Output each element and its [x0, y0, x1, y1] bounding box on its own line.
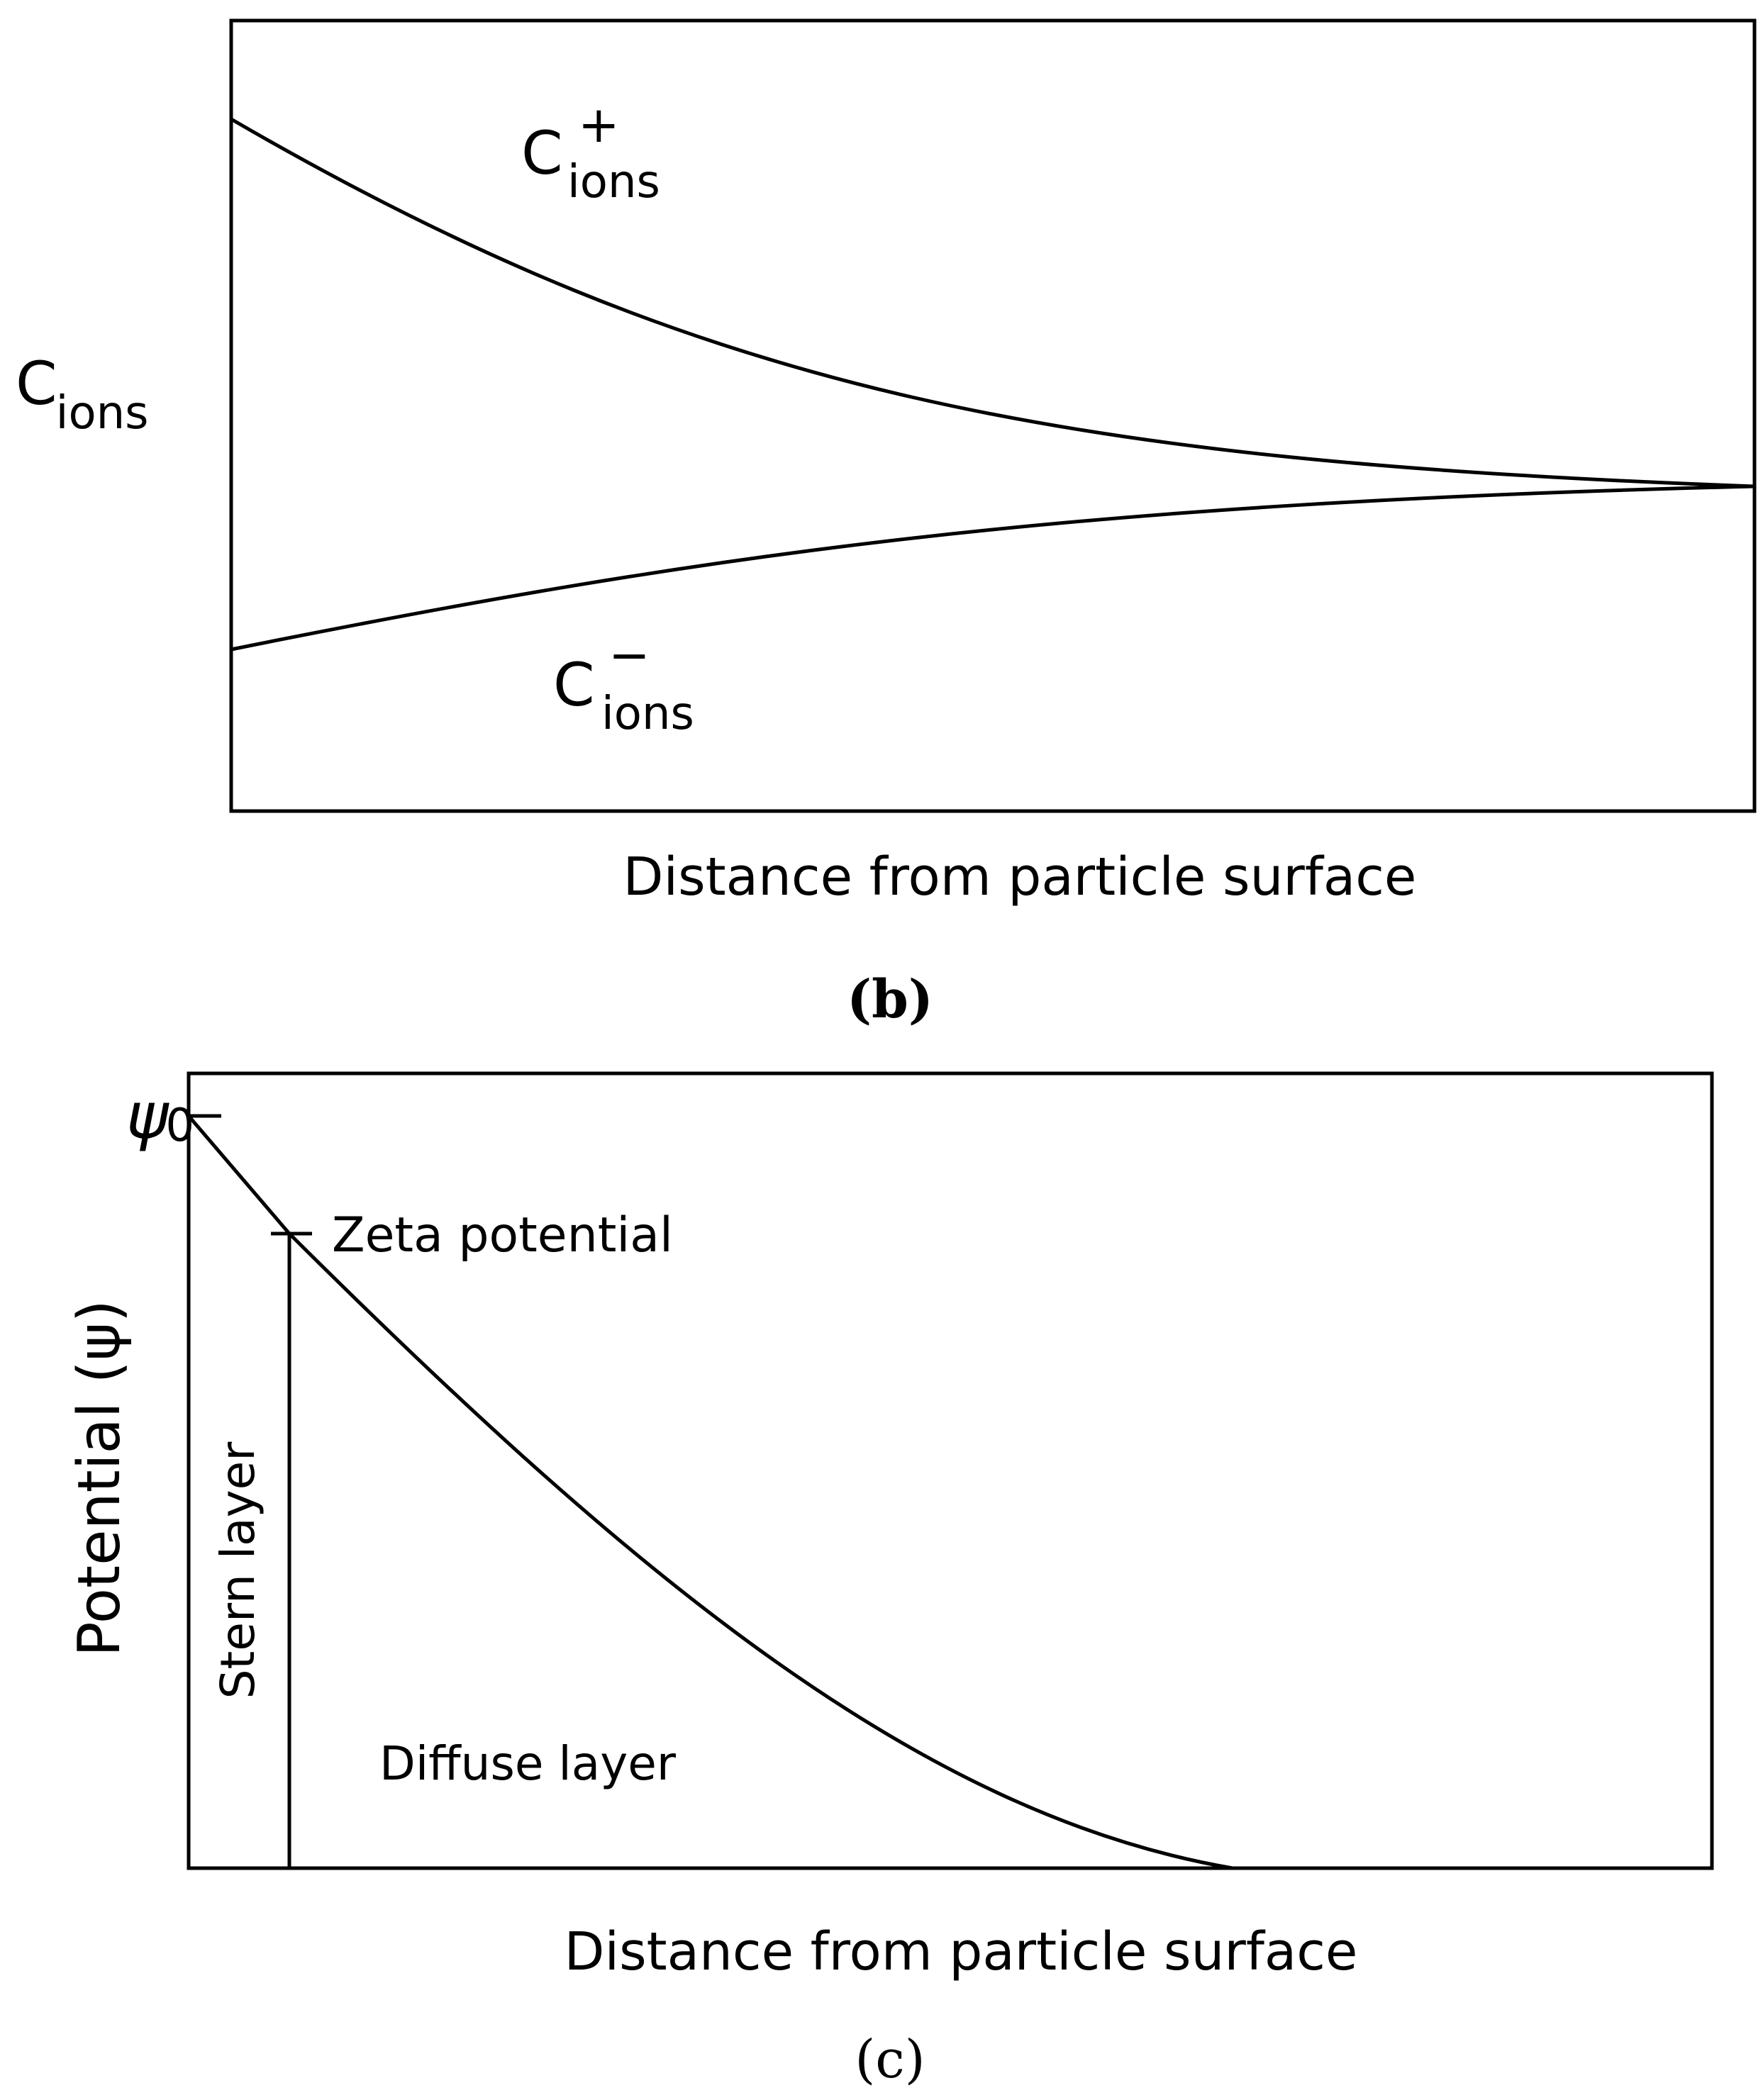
panel-c: ψ0 Zeta potential Potential (ψ) Stern la…: [66, 1071, 1714, 2090]
cation-concentration-curve: [230, 117, 1755, 488]
panel-c-y-label: Potential (ψ): [66, 1300, 133, 1656]
stern-layer-label: Stern layer: [211, 1441, 265, 1699]
anion-series-label: C − ions: [553, 626, 694, 740]
panel-b-x-label: Distance from particle surface: [623, 847, 1417, 907]
psi0-label: ψ0: [126, 1079, 194, 1154]
panel-b-caption: (b): [847, 969, 933, 1030]
potential-curve: [187, 1115, 1233, 1870]
anion-concentration-curve: [230, 484, 1755, 652]
panel-c-frame: [187, 1071, 1714, 1870]
zeta-potential-label: Zeta potential: [332, 1207, 673, 1263]
panel-c-caption: (c): [855, 2029, 925, 2090]
panel-b-frame: [229, 18, 1757, 813]
panel-b: Cions C + ions C − ions Distance from partic…: [16, 18, 1757, 1030]
panel-b-y-label: Cions: [16, 349, 149, 440]
panel-c-x-label: Distance from particle surface: [565, 1921, 1358, 1982]
cation-series-label: C + ions: [521, 96, 660, 208]
diffuse-layer-label: Diffuse layer: [379, 1736, 677, 1791]
